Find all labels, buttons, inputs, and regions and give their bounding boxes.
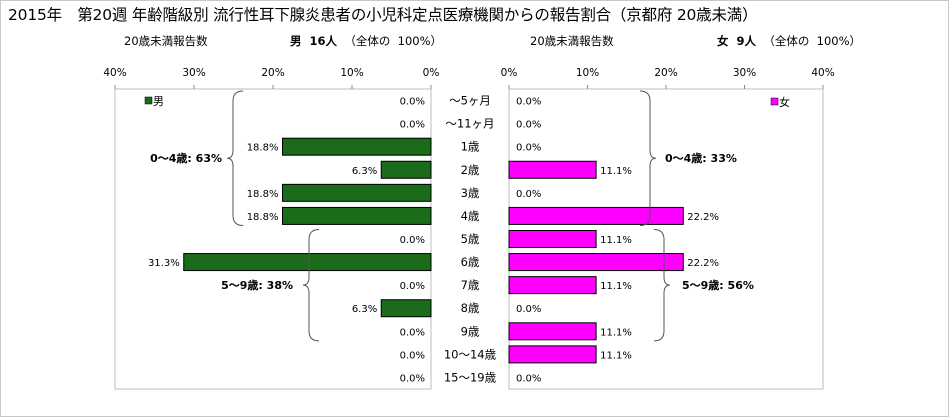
female-header-total-label: （全体の: [763, 34, 810, 48]
male-data-label: 0.0%: [400, 350, 425, 361]
male-data-label: 0.0%: [400, 281, 425, 292]
male-axis-tick-label: 30%: [182, 67, 205, 79]
age-category-label: 6歳: [461, 255, 480, 269]
male-plot-area: [114, 88, 432, 390]
female-data-label: 11.1%: [600, 350, 632, 361]
age-category-label: 7歳: [461, 278, 480, 292]
male-axis-tick-label: 20%: [261, 67, 284, 79]
male-header-total-label: （全体の: [344, 34, 391, 48]
age-category-label: ～11ヶ月: [445, 117, 494, 131]
female-header-label: 20歳未満報告数: [530, 34, 614, 48]
female-data-label: 0.0%: [516, 143, 541, 154]
female-bar: [508, 322, 597, 341]
male-header-count: 16人: [309, 34, 338, 48]
male-data-label: 18.8%: [247, 189, 279, 200]
male-axis-tick-label: 40%: [103, 67, 126, 79]
female-data-label: 11.1%: [600, 166, 632, 177]
age-category-label: 4歳: [461, 209, 480, 223]
female-bracket-label: 5～9歳: 56%: [682, 278, 754, 292]
female-bar: [508, 253, 684, 272]
age-category-label: 8歳: [461, 301, 480, 315]
male-bar: [281, 137, 432, 156]
age-category-label: 5歳: [461, 232, 480, 246]
female-legend-label: 女: [779, 95, 790, 109]
male-data-label: 18.8%: [247, 212, 279, 223]
female-bar: [508, 206, 684, 225]
male-data-label: 0.0%: [400, 327, 425, 338]
female-header-summary: 女 9人 （全体の 100%）: [717, 33, 861, 49]
male-bracket: [226, 90, 244, 226]
male-data-label: 0.0%: [400, 373, 425, 384]
female-header-total-pct: 100%）: [816, 34, 862, 48]
female-axis-tick-label: 10%: [576, 67, 599, 79]
female-bar: [508, 276, 597, 295]
female-header-count: 9人: [736, 34, 757, 48]
female-data-label: 22.2%: [687, 212, 719, 223]
male-data-label: 18.8%: [247, 143, 279, 154]
female-bar: [508, 160, 597, 179]
male-bar: [380, 299, 432, 318]
female-data-label: 0.0%: [516, 120, 541, 131]
male-data-label: 0.0%: [400, 120, 425, 131]
male-data-label: 0.0%: [400, 97, 425, 108]
male-data-label: 6.3%: [352, 304, 377, 315]
female-data-label: 0.0%: [516, 97, 541, 108]
male-bar: [281, 206, 432, 225]
female-data-label: 11.1%: [600, 327, 632, 338]
male-data-label: 0.0%: [400, 235, 425, 246]
male-bar: [183, 253, 432, 272]
age-category-label: 1歳: [461, 140, 480, 154]
male-axis-tick-label: 10%: [340, 67, 363, 79]
male-header-label: 20歳未満報告数: [124, 34, 208, 48]
female-bracket: [653, 228, 671, 342]
male-legend-swatch: [144, 96, 153, 105]
female-axis-tick-label: 20%: [654, 67, 677, 79]
female-axis-tick-label: 40%: [811, 67, 834, 79]
female-data-label: 11.1%: [600, 281, 632, 292]
female-data-label: 0.0%: [516, 373, 541, 384]
age-category-label: 3歳: [461, 186, 480, 200]
male-bar: [380, 160, 432, 179]
male-header-total-pct: 100%）: [397, 34, 443, 48]
male-bar: [281, 183, 432, 202]
age-category-label: 10～14歳: [444, 347, 497, 361]
female-data-label: 0.0%: [516, 189, 541, 200]
female-bar: [508, 345, 597, 364]
female-bar: [508, 230, 597, 248]
male-data-label: 31.3%: [148, 258, 180, 269]
female-axis-tick-label: 30%: [733, 67, 756, 79]
female-bracket: [639, 90, 657, 226]
male-bracket-label: 0～4歳: 63%: [150, 151, 222, 165]
male-header-sex: 男: [290, 34, 302, 48]
male-bracket: [302, 228, 320, 342]
age-category-label: 9歳: [461, 324, 480, 338]
male-bracket-label: 5～9歳: 38%: [221, 278, 293, 292]
male-axis-tick-label: 0%: [423, 67, 440, 79]
age-category-label: 2歳: [461, 163, 480, 177]
female-legend-swatch: [770, 97, 779, 106]
male-data-label: 6.3%: [352, 166, 377, 177]
female-axis-tick-label: 0%: [501, 67, 518, 79]
female-bracket-label: 0～4歳: 33%: [665, 151, 737, 165]
chart-title: 2015年 第20週 年齢階級別 流行性耳下腺炎患者の小児科定点医療機関からの報…: [8, 6, 758, 24]
age-category-label: 15～19歳: [444, 370, 497, 384]
female-header-sex: 女: [717, 34, 729, 48]
male-legend-label: 男: [153, 95, 164, 108]
age-category-label: ～5ヶ月: [449, 94, 491, 108]
male-header-summary: 男 16人 （全体の 100%）: [290, 33, 442, 49]
female-data-label: 11.1%: [600, 235, 632, 246]
female-data-label: 22.2%: [687, 258, 719, 269]
female-data-label: 0.0%: [516, 304, 541, 315]
